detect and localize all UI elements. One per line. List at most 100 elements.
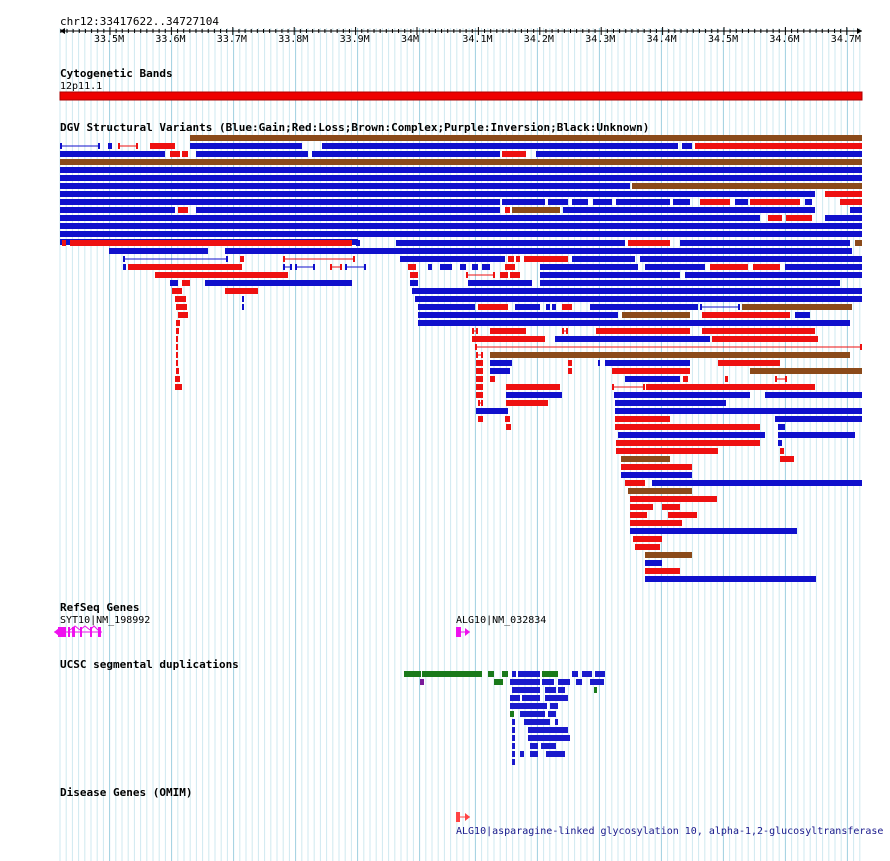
dgv-variant bbox=[621, 464, 692, 470]
dgv-variant bbox=[778, 440, 782, 446]
dgv-variant bbox=[512, 207, 560, 213]
dgv-variant bbox=[593, 199, 612, 205]
ruler-tick-label: 33.7M bbox=[216, 34, 247, 45]
segdup-feature bbox=[422, 671, 482, 677]
dgv-variant bbox=[621, 472, 692, 478]
dgv-variant bbox=[615, 416, 670, 422]
segdup-feature bbox=[512, 719, 515, 725]
dgv-variant-end bbox=[476, 328, 478, 334]
dgv-variant bbox=[468, 280, 532, 286]
dgv-variant bbox=[176, 328, 179, 334]
dgv-features[interactable] bbox=[60, 135, 862, 582]
dgv-variant bbox=[109, 248, 208, 254]
dgv-variant bbox=[855, 240, 862, 246]
dgv-variant-end bbox=[785, 376, 787, 382]
segdup-feature bbox=[510, 711, 514, 717]
dgv-variant bbox=[668, 512, 697, 518]
ruler-tick-label: 34.1M bbox=[462, 34, 493, 45]
dgv-variant bbox=[652, 480, 862, 486]
segdup-track-title[interactable]: UCSC segmental duplications bbox=[60, 658, 239, 671]
dgv-track-title[interactable]: DGV Structural Variants (Blue:Gain;Red:L… bbox=[60, 121, 650, 134]
segdup-feature bbox=[558, 687, 565, 693]
dgv-variant bbox=[175, 384, 182, 390]
ruler-arrow-left bbox=[60, 28, 65, 34]
dgv-variant bbox=[700, 199, 730, 205]
dgv-variant bbox=[662, 504, 680, 510]
dgv-variant bbox=[178, 207, 188, 213]
refseq-track-title[interactable]: RefSeq Genes bbox=[60, 601, 140, 614]
segdup-feature bbox=[595, 671, 605, 677]
dgv-variant bbox=[552, 304, 556, 310]
dgv-variant bbox=[625, 376, 680, 382]
alg10-strand-arrow bbox=[465, 628, 470, 636]
dgv-variant bbox=[505, 264, 515, 270]
cyto-band[interactable] bbox=[59, 91, 863, 101]
dgv-variant bbox=[70, 240, 352, 246]
dgv-variant bbox=[196, 151, 308, 157]
dgv-variant-end bbox=[478, 400, 480, 406]
dgv-variant bbox=[176, 320, 180, 326]
dgv-variant bbox=[225, 248, 852, 254]
dgv-variant bbox=[418, 312, 618, 318]
dgv-variant-end bbox=[353, 256, 355, 262]
refseq-features[interactable] bbox=[54, 625, 470, 637]
dgv-variant bbox=[60, 183, 630, 189]
dgv-variant bbox=[612, 368, 690, 374]
dgv-variant bbox=[735, 199, 748, 205]
dgv-variant bbox=[778, 424, 785, 430]
dgv-variant bbox=[172, 288, 182, 294]
dgv-variant bbox=[568, 368, 572, 374]
dgv-variant bbox=[630, 528, 797, 534]
segdup-feature bbox=[545, 687, 556, 693]
dgv-variant-end bbox=[775, 376, 777, 382]
dgv-variant bbox=[622, 312, 690, 318]
dgv-variant-end bbox=[118, 143, 120, 149]
dgv-variant bbox=[500, 272, 508, 278]
segdup-feature bbox=[555, 719, 558, 725]
dgv-variant-end bbox=[98, 143, 100, 149]
dgv-variant bbox=[175, 376, 180, 382]
dgv-variant bbox=[640, 256, 862, 262]
dgv-variant bbox=[62, 240, 66, 246]
gene-label-syt10[interactable]: SYT10|NM_198992 bbox=[60, 615, 151, 626]
syt10-intron bbox=[89, 625, 99, 631]
dgv-variant bbox=[170, 151, 180, 157]
segdup-feature bbox=[594, 687, 597, 693]
segdup-feature bbox=[548, 711, 556, 717]
ruler-tick-label: 34.6M bbox=[769, 34, 800, 45]
dgv-variant bbox=[60, 191, 815, 197]
omim-features[interactable] bbox=[456, 812, 470, 822]
dgv-variant-end bbox=[283, 256, 285, 262]
syt10-exon bbox=[68, 627, 70, 637]
syt10-strand-arrow bbox=[54, 628, 59, 636]
segdup-feature bbox=[542, 671, 558, 677]
syt10-intron bbox=[69, 625, 81, 631]
segdup-feature bbox=[512, 751, 515, 757]
dgv-variant bbox=[178, 312, 188, 318]
omim-gene-label[interactable]: ALG10|asparagine-linked glycosylation 10… bbox=[456, 826, 890, 837]
dgv-variant bbox=[768, 215, 782, 221]
dgv-variant bbox=[506, 392, 562, 398]
dgv-variant bbox=[123, 264, 126, 270]
dgv-variant bbox=[362, 231, 862, 237]
ruler-tick-label: 34.5M bbox=[708, 34, 739, 45]
cyto-track-title[interactable]: Cytogenetic Bands bbox=[60, 67, 173, 80]
segdup-feature bbox=[530, 751, 538, 757]
segdup-features[interactable] bbox=[404, 671, 605, 765]
segdup-feature bbox=[522, 695, 540, 701]
dgv-variant-end bbox=[313, 264, 315, 270]
dgv-variant-end bbox=[364, 264, 366, 270]
dgv-variant bbox=[616, 199, 670, 205]
ruler-tick-label: 34.3M bbox=[585, 34, 616, 45]
dgv-variant bbox=[712, 336, 818, 342]
dgv-variant bbox=[702, 312, 790, 318]
dgv-variant bbox=[476, 384, 483, 390]
gene-label-alg10[interactable]: ALG10|NM_032834 bbox=[456, 615, 547, 626]
dgv-variant bbox=[175, 296, 186, 302]
omim-track-title[interactable]: Disease Genes (OMIM) bbox=[60, 786, 193, 799]
dgv-variant-end bbox=[472, 328, 474, 334]
dgv-variant bbox=[415, 296, 862, 302]
segdup-feature bbox=[572, 671, 578, 677]
segdup-feature bbox=[541, 743, 556, 749]
